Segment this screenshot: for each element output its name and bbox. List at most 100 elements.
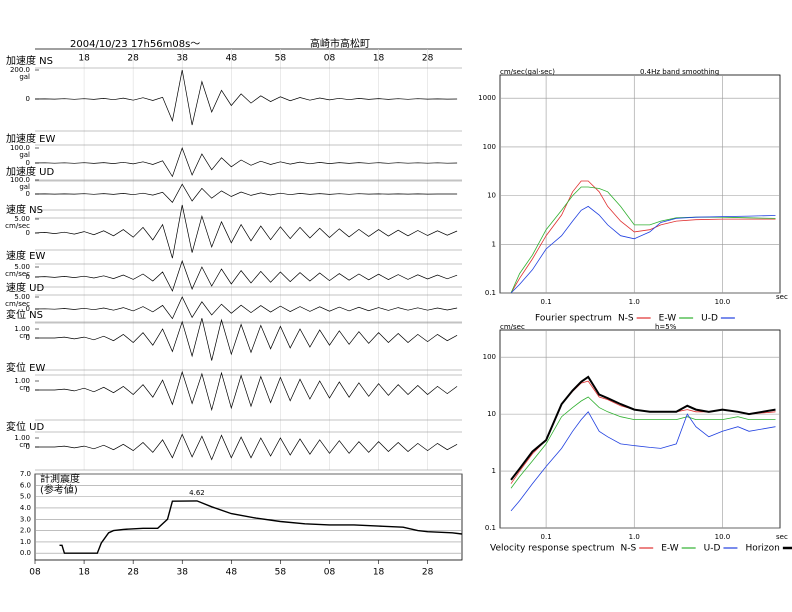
- peak-label: 4.62: [189, 489, 205, 497]
- legend-label: N-S: [618, 314, 634, 324]
- legend-label: E-W: [659, 314, 677, 324]
- waveform-trace: [34, 69, 458, 126]
- legend-label: N-S: [621, 544, 637, 554]
- y-tick-label: 100: [483, 143, 496, 151]
- y-tick-label: 10: [487, 192, 496, 200]
- y-tick-label: 0: [26, 159, 30, 167]
- y-tick-label: 0: [26, 95, 30, 103]
- y-tick-label: 0: [26, 334, 30, 342]
- spectrum-line: [510, 186, 776, 294]
- y-tick-label: 0.0: [20, 549, 31, 557]
- y-tick-label: 5.00: [14, 293, 30, 301]
- y-tick-label: 0: [26, 273, 30, 281]
- y-tick-label: 5.0: [20, 493, 31, 501]
- y-tick-label: 0.1: [485, 524, 496, 532]
- waveform-trace: [34, 204, 458, 259]
- unit-label: gal: [19, 151, 30, 159]
- unit-label: gal: [19, 73, 30, 81]
- unit-label: cm: [19, 384, 30, 392]
- y-tick-label: 0: [26, 190, 30, 198]
- panel-label: 加速度 EW: [6, 132, 55, 145]
- unit-label: cm: [19, 332, 30, 340]
- legend-label: E-W: [661, 544, 679, 554]
- y-tick-label: 1: [492, 240, 496, 248]
- spectrum-line: [510, 180, 776, 294]
- waveform-trace: [34, 259, 458, 292]
- y-tick-label: 4.0: [20, 504, 31, 512]
- response-note: h=5%: [655, 323, 677, 331]
- x-tick-label: 08: [29, 568, 41, 578]
- plot-frame: [499, 329, 781, 529]
- y-tick-label: 200.0: [10, 66, 30, 74]
- panel-label: 変位 EW: [6, 361, 45, 374]
- x-tick-label: 10.0: [715, 533, 731, 541]
- y-tick-label: 1.0: [20, 538, 31, 546]
- spectrum-line: [510, 411, 776, 512]
- intensity-title: 計測震度: [40, 472, 80, 485]
- panel-label: 加速度 UD: [6, 165, 54, 178]
- y-tick-label: 5.00: [14, 263, 30, 271]
- unit-label: cm/sec: [5, 222, 30, 230]
- spectrum-line: [510, 375, 776, 481]
- x-tick-label: 28: [127, 568, 139, 578]
- fourier-xlabel: sec: [776, 293, 788, 301]
- unit-label: cm/sec: [5, 270, 30, 278]
- waveform-trace: [35, 318, 458, 361]
- unit-label: cm: [19, 441, 30, 449]
- panel-label: 変位 UD: [6, 420, 44, 433]
- x-tick-label: 48: [226, 568, 238, 578]
- panel-label: 加速度 NS: [6, 54, 53, 67]
- intensity-subtitle: (参考値): [40, 483, 78, 496]
- spectrum-line: [510, 396, 776, 489]
- x-tick-label: 0.1: [541, 533, 552, 541]
- panel-label: 速度 EW: [6, 249, 45, 262]
- waveform-trace: [35, 370, 458, 412]
- x-tick-label: 28: [422, 568, 434, 578]
- y-tick-label: 100.0: [10, 176, 30, 184]
- y-tick-label: 1.00: [14, 434, 30, 442]
- legend-label: Horizon: [745, 544, 779, 554]
- x-tick-label: 10.0: [715, 298, 731, 306]
- fourier-unit: cm/sec(gal·sec): [500, 68, 555, 76]
- y-tick-label: 3.0: [20, 515, 31, 523]
- legend-title: Velocity response spectrum: [490, 544, 615, 554]
- y-tick-label: 2.0: [20, 527, 31, 535]
- x-tick-label: 58: [275, 568, 287, 578]
- y-tick-label: 100: [483, 353, 496, 361]
- spectrum-line: [510, 205, 776, 294]
- x-tick-label: 18: [78, 568, 90, 578]
- y-tick-label: 1000: [478, 94, 496, 102]
- waveform-trace: [34, 146, 458, 178]
- panel-label: 速度 UD: [6, 281, 44, 294]
- y-tick-label: 5.00: [14, 215, 30, 223]
- x-tick-label: 18: [373, 568, 385, 578]
- legend-label: U-D: [701, 314, 718, 324]
- y-tick-label: 0.1: [485, 289, 496, 297]
- y-tick-label: 6.0: [20, 481, 31, 489]
- y-tick-label: 1: [492, 467, 496, 475]
- legend-title: Fourier spectrum: [535, 314, 612, 324]
- response-xlabel: sec: [776, 533, 788, 541]
- legend-label: U-D: [704, 544, 721, 554]
- y-tick-label: 1.00: [14, 377, 30, 385]
- x-tick-label: 1.0: [629, 533, 640, 541]
- y-tick-label: 7.0: [20, 470, 31, 478]
- y-tick-label: 0: [26, 305, 30, 313]
- y-tick-label: 1.00: [14, 325, 30, 333]
- x-tick-label: 1.0: [629, 298, 640, 306]
- fourier-note: 0.4Hz band smoothing: [640, 68, 719, 76]
- unit-label: cm/sec: [5, 300, 30, 308]
- x-tick-label: 38: [177, 568, 189, 578]
- spectrum-line: [510, 380, 776, 484]
- waveform-trace: [35, 433, 458, 461]
- record-time: 2004/10/23 17h56m08s～: [70, 39, 200, 50]
- panel-label: 変位 NS: [6, 308, 43, 321]
- waveform-trace: [34, 183, 458, 203]
- y-tick-label: 0: [26, 443, 30, 451]
- station-name: 高崎市高松町: [310, 37, 370, 50]
- x-tick-label: 0.1: [541, 298, 552, 306]
- unit-label: gal: [19, 183, 30, 191]
- y-tick-label: 100.0: [10, 144, 30, 152]
- plot-frame: [499, 74, 781, 294]
